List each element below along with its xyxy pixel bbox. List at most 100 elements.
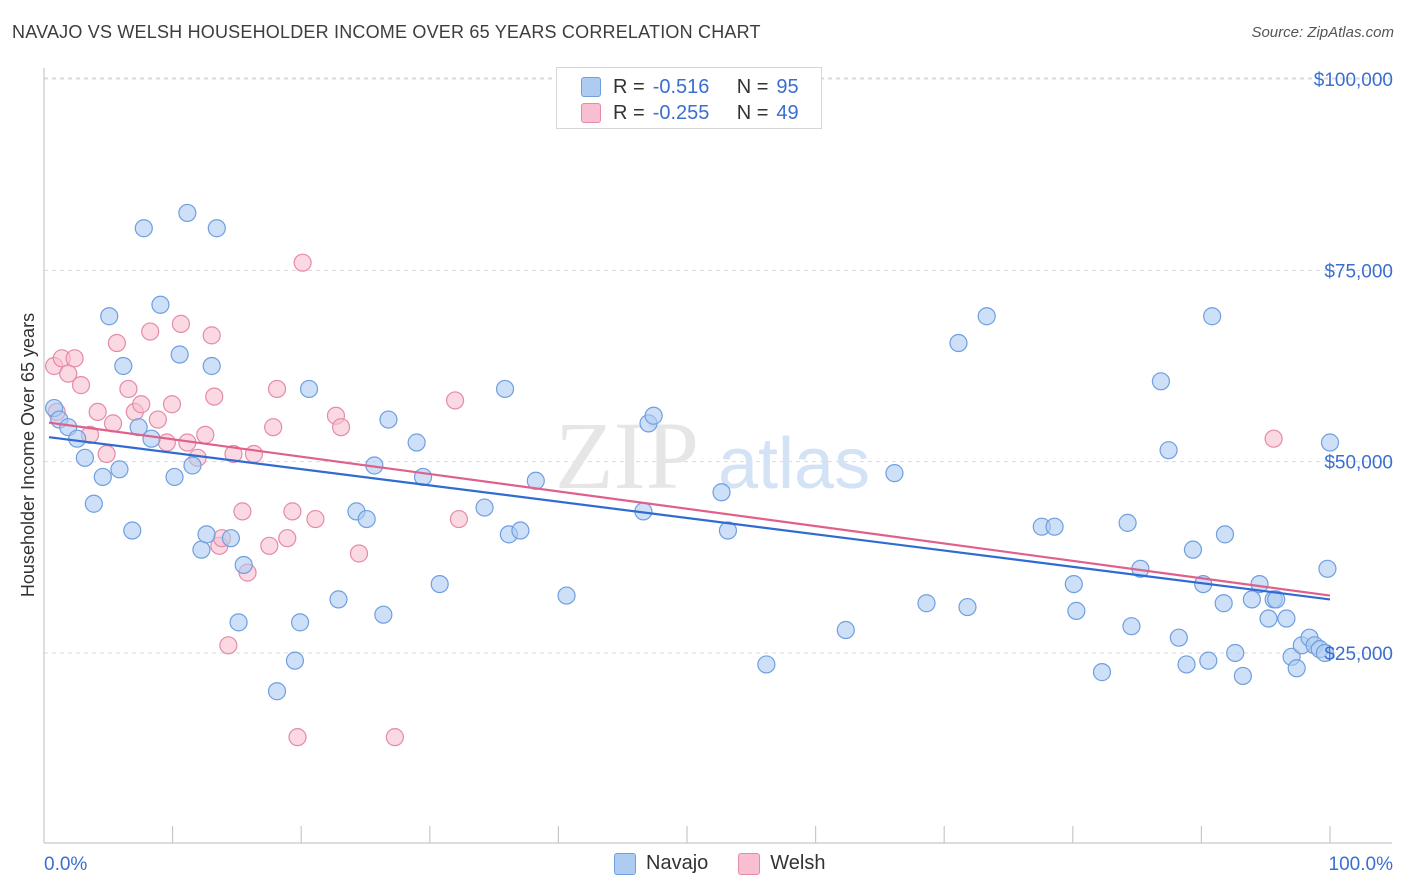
welsh-point (306, 509, 325, 529)
tick-labels: $25,000 $50,000 $75,000 $100,000 0.0% 100.0% (44, 70, 1393, 875)
navajo-point (374, 605, 393, 624)
welsh-point (132, 395, 151, 414)
navajo-point (1267, 590, 1286, 609)
navajo-point (1122, 617, 1141, 636)
navajo-point (757, 655, 776, 674)
welsh-point (224, 444, 243, 464)
navajo-point (885, 464, 904, 483)
navajo-point (192, 540, 211, 559)
navajo-point (1320, 433, 1340, 452)
legend-row-navajo: R = -0.516 N = 95 (581, 74, 799, 100)
welsh-point (244, 444, 264, 464)
axes (43, 68, 1392, 844)
welsh-point (97, 444, 116, 464)
n-value: 49 (776, 101, 799, 124)
navajo-point (357, 509, 376, 529)
r-value: -0.255 (652, 101, 710, 124)
watermark-zip: ZIP (555, 402, 699, 509)
navajo-point (1226, 643, 1245, 663)
navajo-point (917, 594, 936, 613)
welsh-point (88, 402, 107, 422)
welsh-trend-line (48, 421, 1331, 597)
navajo-point (1151, 372, 1171, 391)
welsh-point (1264, 429, 1283, 448)
navajo-point (1233, 666, 1252, 686)
correlation-legend: R = -0.516 N = 95 R = -0.255 N = 49 (556, 67, 822, 129)
navajo-point (1064, 574, 1083, 594)
navajo-point (84, 494, 103, 513)
navajo-point (430, 574, 449, 594)
welsh-point (283, 502, 302, 521)
welsh-point (157, 433, 176, 452)
welsh-point (293, 253, 312, 272)
navajo-point (1199, 651, 1218, 670)
navajo-point (1215, 525, 1235, 544)
r-label: R = (613, 75, 645, 98)
navajo-point (379, 410, 398, 429)
welsh-point (205, 387, 224, 406)
navajo-point (299, 379, 319, 399)
navajo-point (718, 521, 738, 540)
welsh-point (331, 418, 351, 437)
navajo-point (1159, 441, 1178, 460)
n-label: N = (736, 101, 769, 124)
navajo-point (142, 429, 161, 448)
navajo-point (557, 586, 576, 605)
welsh-point (119, 379, 138, 399)
navajo-point (1287, 659, 1306, 678)
legend-item-navajo[interactable]: Navajo (614, 852, 708, 875)
welsh-point (219, 636, 238, 655)
navajo-point (1315, 643, 1334, 663)
welsh-point (267, 379, 287, 399)
navajo-point (197, 525, 216, 544)
series-legend: Navajo Welsh (614, 852, 855, 875)
y-tick-label: $25,000 (1324, 644, 1393, 665)
navajo-point (267, 682, 287, 701)
navajo-point (114, 356, 133, 376)
legend-item-welsh[interactable]: Welsh (738, 852, 825, 875)
welsh-point (59, 364, 78, 383)
navajo-point (68, 429, 87, 448)
welsh-point (141, 322, 160, 341)
navajo-point (93, 467, 112, 487)
navajo-point (958, 597, 977, 617)
n-label: N = (736, 75, 769, 98)
navajo-point (712, 483, 731, 502)
navajo-point (495, 379, 515, 399)
navajo-point (170, 345, 189, 364)
navajo-point (1118, 513, 1137, 532)
navajo-point (234, 555, 253, 575)
y-tick-label: $100,000 (1314, 70, 1393, 91)
navajo-point (1177, 655, 1196, 674)
navajo-point (644, 406, 663, 425)
navajo-point (1045, 517, 1064, 536)
welsh-point (260, 536, 279, 555)
navajo-point (1214, 594, 1233, 613)
navajo-point (134, 219, 153, 238)
navajo-point (977, 307, 996, 326)
navajo-points (45, 203, 1340, 701)
navajo-point (178, 203, 197, 223)
navajo-point (329, 590, 348, 609)
navajo-point (1277, 609, 1296, 628)
r-label: R = (613, 101, 645, 124)
welsh-point (233, 502, 252, 521)
navajo-point (949, 333, 968, 353)
x-tick-label-max: 100.0% (1329, 854, 1394, 875)
navajo-point (1203, 307, 1222, 326)
welsh-point (288, 728, 307, 747)
trend-lines (48, 421, 1331, 601)
welsh-swatch (581, 103, 601, 123)
navajo-point (207, 219, 226, 238)
navajo-point (1183, 540, 1203, 559)
navajo-point (100, 307, 119, 326)
navajo-point (407, 433, 426, 452)
navajo-trend-line (48, 436, 1331, 601)
navajo-swatch (614, 852, 636, 875)
y-tick-label: $50,000 (1324, 453, 1393, 474)
navajo-point (1242, 590, 1261, 609)
chart-title: NAVAJO VS WELSH HOUSEHOLDER INCOME OVER … (12, 22, 761, 42)
navajo-point (1318, 559, 1337, 578)
welsh-point (103, 414, 123, 433)
